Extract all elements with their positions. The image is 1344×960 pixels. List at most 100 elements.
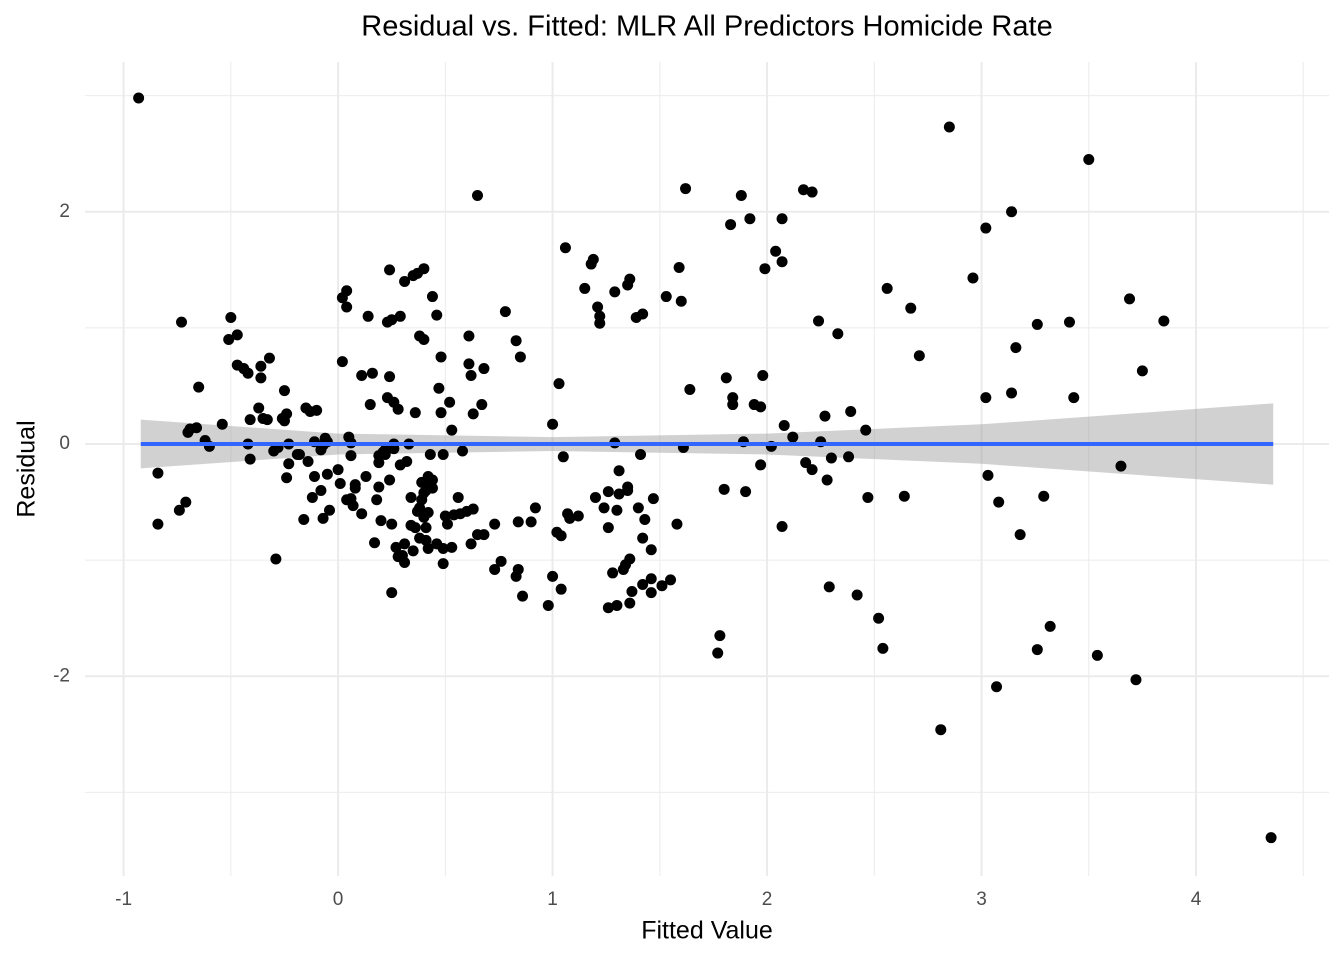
point <box>547 570 559 582</box>
point <box>476 399 488 411</box>
point <box>435 407 447 419</box>
point <box>587 253 599 265</box>
point <box>302 455 314 467</box>
point <box>242 367 254 379</box>
point <box>602 602 614 614</box>
point <box>334 478 346 490</box>
chart-title: Residual vs. Fitted: MLR All Predictors … <box>361 11 1052 43</box>
point <box>255 372 267 384</box>
point <box>255 360 267 372</box>
point <box>1010 342 1022 354</box>
point <box>913 350 925 362</box>
point <box>422 507 434 519</box>
point <box>306 491 318 503</box>
point <box>270 553 282 565</box>
point <box>308 471 320 483</box>
point <box>877 642 889 654</box>
point <box>671 518 683 530</box>
point <box>1031 644 1043 656</box>
point <box>1006 206 1018 218</box>
point <box>512 516 524 528</box>
point <box>898 490 910 502</box>
point <box>478 363 490 375</box>
x-tick-label: -1 <box>115 889 132 910</box>
point <box>401 455 413 467</box>
point <box>384 371 396 383</box>
point <box>607 567 619 579</box>
point <box>390 541 402 553</box>
point <box>993 496 1005 508</box>
point <box>386 518 398 530</box>
point <box>345 450 357 462</box>
point <box>426 474 438 486</box>
point <box>379 448 391 460</box>
point <box>152 467 164 479</box>
point <box>813 315 825 327</box>
point <box>435 351 447 363</box>
point <box>356 370 368 382</box>
point <box>437 543 449 555</box>
point <box>407 545 419 557</box>
point <box>1006 387 1018 399</box>
point <box>437 448 449 460</box>
point <box>821 474 833 486</box>
point <box>463 358 475 370</box>
point <box>860 424 872 436</box>
point <box>823 581 835 593</box>
point <box>759 263 771 275</box>
point <box>418 263 430 275</box>
point <box>456 445 468 457</box>
point <box>727 399 739 411</box>
point <box>542 599 554 611</box>
point <box>467 503 479 515</box>
point <box>467 408 479 420</box>
point <box>463 330 475 342</box>
point <box>489 563 501 575</box>
point <box>514 351 526 363</box>
point <box>714 630 726 642</box>
point <box>579 282 591 294</box>
point <box>622 481 634 493</box>
point <box>133 92 145 104</box>
point <box>431 309 443 321</box>
point <box>564 512 576 524</box>
point <box>253 402 265 414</box>
point <box>336 356 348 368</box>
point <box>905 302 917 314</box>
point <box>244 414 256 426</box>
point <box>1124 293 1136 305</box>
point <box>555 583 567 595</box>
point <box>862 491 874 503</box>
y-tick-label: -2 <box>53 665 70 686</box>
point <box>806 464 818 476</box>
point <box>720 372 732 384</box>
x-tick-label: 1 <box>547 889 558 910</box>
point <box>386 587 398 599</box>
point <box>557 451 569 463</box>
point <box>512 563 524 575</box>
point <box>392 403 404 415</box>
y-axis-title: Residual <box>13 420 41 517</box>
point <box>613 465 625 477</box>
point <box>499 306 511 318</box>
point <box>553 378 565 390</box>
point <box>315 484 327 496</box>
point <box>384 264 396 276</box>
point <box>778 419 790 431</box>
point <box>281 408 293 420</box>
point <box>1038 490 1050 502</box>
point <box>1130 674 1142 686</box>
point <box>369 537 381 549</box>
point <box>298 514 310 526</box>
point <box>420 522 432 534</box>
point <box>757 370 769 382</box>
point <box>624 273 636 285</box>
point <box>787 431 799 443</box>
point <box>1063 316 1075 328</box>
point <box>665 574 677 586</box>
point <box>441 518 453 530</box>
point <box>675 295 687 307</box>
point <box>637 308 649 320</box>
point <box>399 538 411 550</box>
point <box>223 334 235 346</box>
